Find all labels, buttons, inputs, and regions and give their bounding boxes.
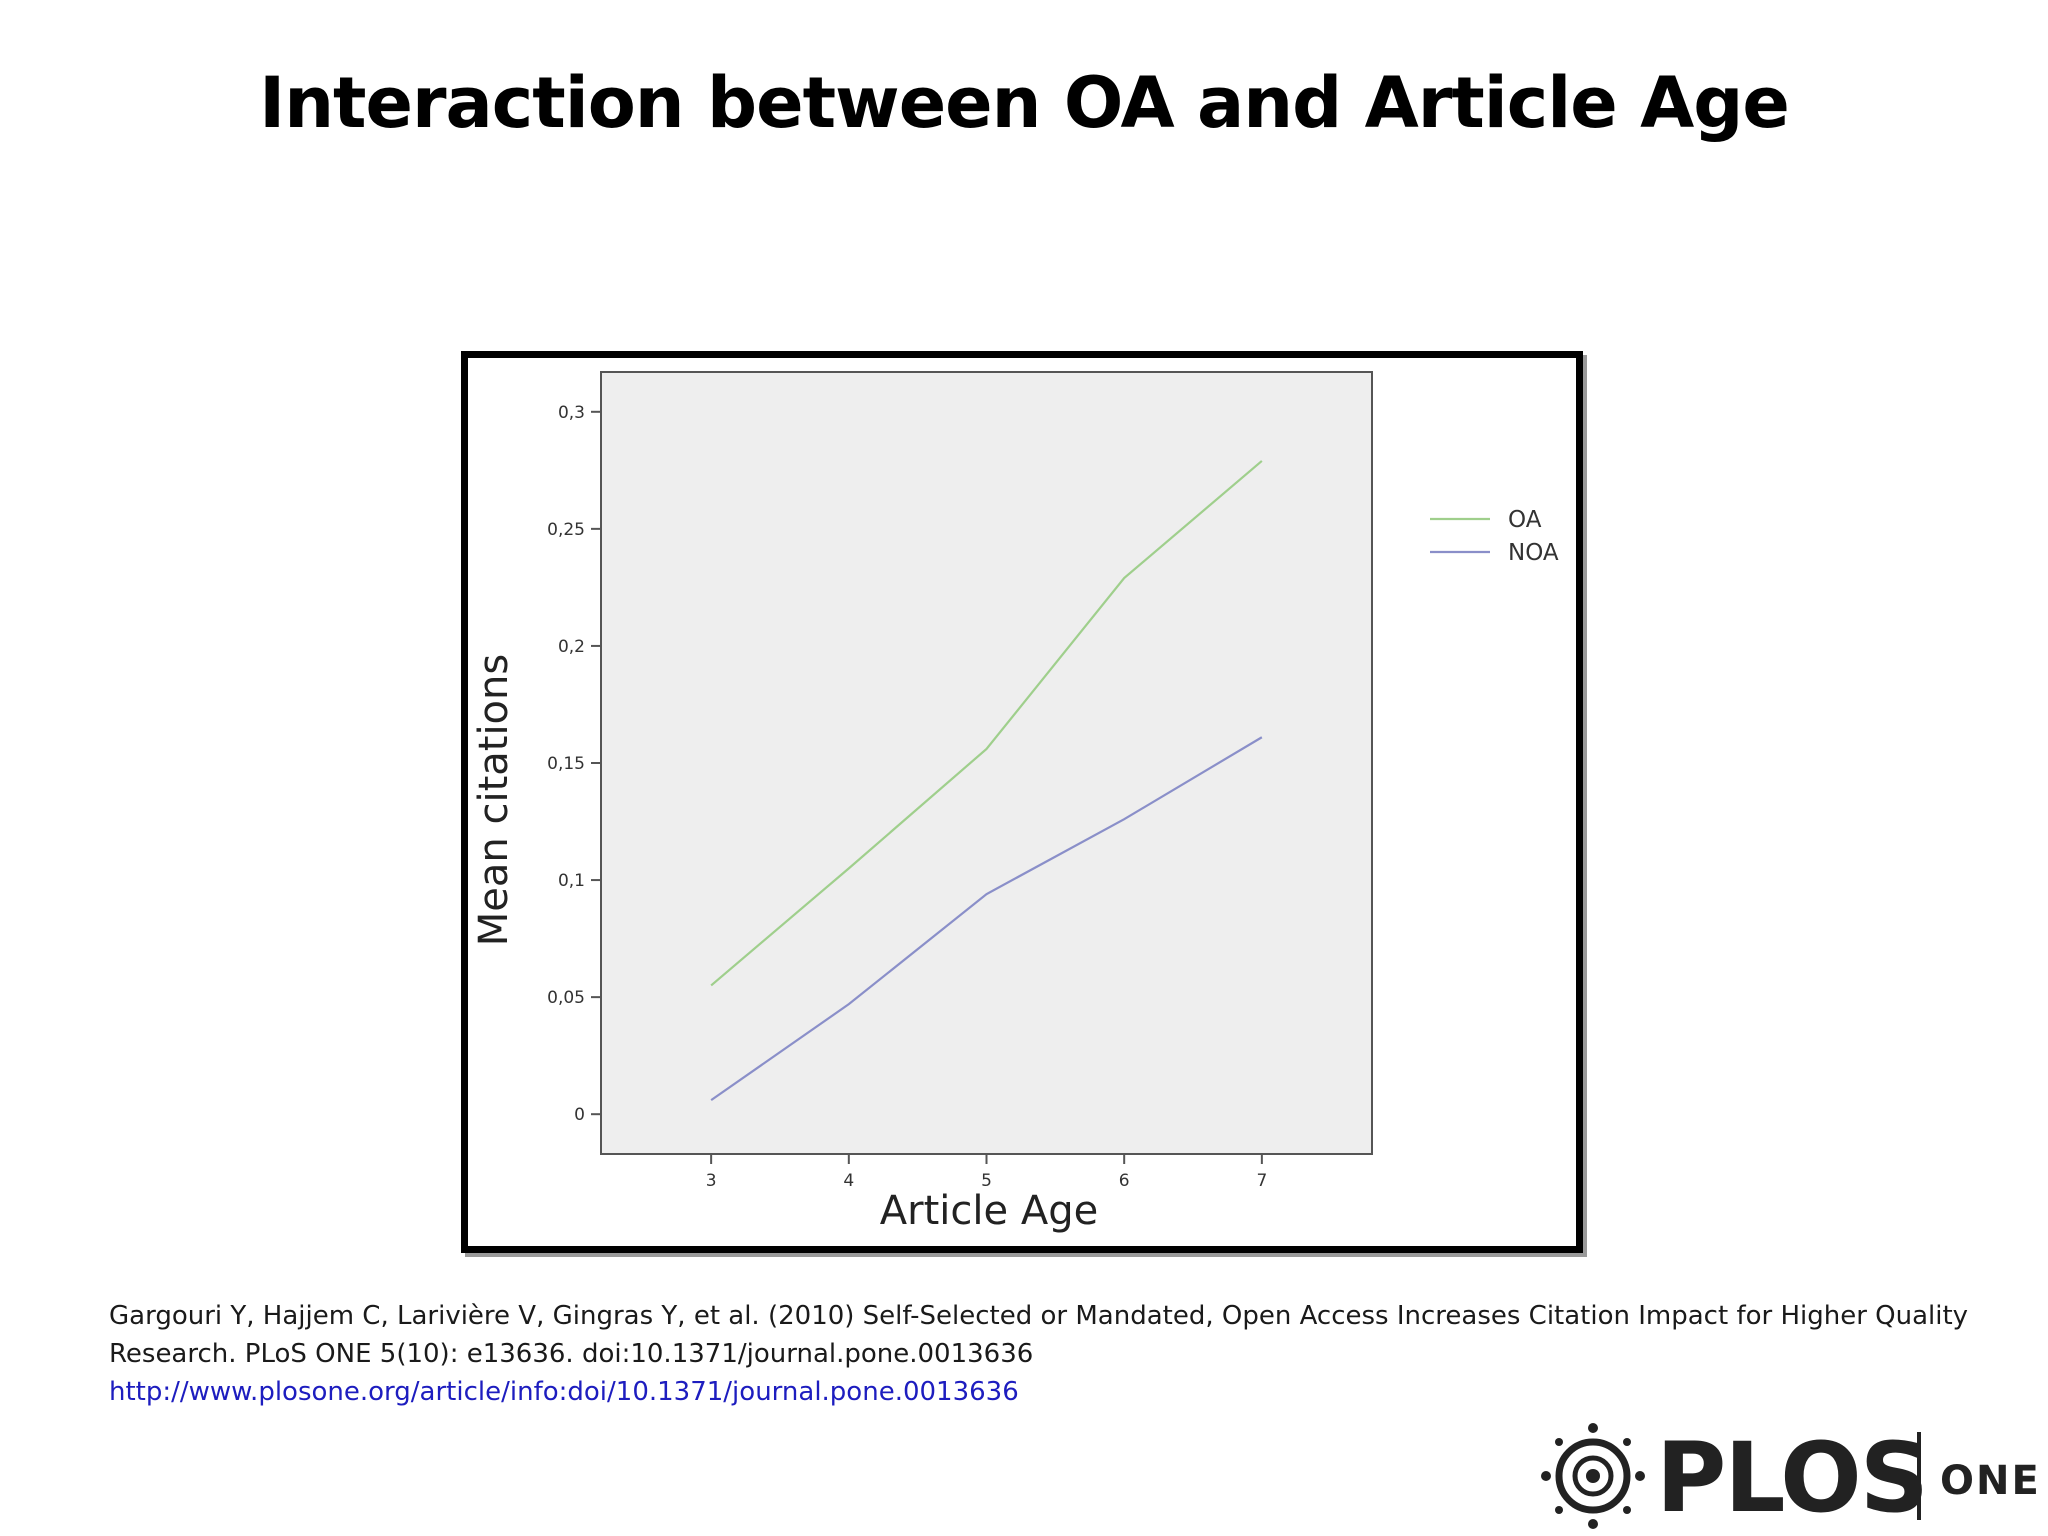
legend-label-noa: NOA <box>1508 540 1559 566</box>
y-axis: 0 0,05 0,1 0,15 0,2 0,25 0,3 <box>547 403 601 1125</box>
legend: OA NOA <box>1430 507 1559 566</box>
citation-line-1: Gargouri Y, Hajjem C, Larivière V, Gingr… <box>109 1301 1969 1331</box>
y-tick-label: 0,15 <box>547 754 585 774</box>
y-tick-label: 0,05 <box>547 988 585 1008</box>
series-line-noa <box>710 736 1263 1102</box>
plot-area <box>600 371 1373 1155</box>
citation: Gargouri Y, Hajjem C, Larivière V, Gingr… <box>109 1297 1989 1411</box>
y-axis-label: Mean citations <box>471 654 517 946</box>
y-tick-label: 0,1 <box>558 871 585 891</box>
series-lines <box>710 460 1263 1102</box>
y-tick-label: 0,3 <box>558 403 585 423</box>
y-tick-label: 0 <box>574 1105 585 1125</box>
x-tick-label: 4 <box>843 1171 854 1191</box>
x-tick-label: 6 <box>1119 1171 1130 1191</box>
x-axis-label: Article Age <box>880 1188 1098 1234</box>
series-line-oa <box>710 460 1263 987</box>
line-chart: 0 0,05 0,1 0,15 0,2 0,25 0,3 3 4 5 6 7 Article Age… <box>471 371 1559 1234</box>
chart-figure: 0 0,05 0,1 0,15 0,2 0,25 0,3 3 4 5 6 7 Article Age… <box>461 351 1583 1253</box>
plos-globe-icon <box>1541 1423 1645 1529</box>
legend-label-oa: OA <box>1508 507 1542 533</box>
y-tick-label: 0,25 <box>547 520 585 540</box>
x-tick-label: 5 <box>981 1171 992 1191</box>
citation-line-2: Research. PLoS ONE 5(10): e13636. doi:10… <box>109 1339 1034 1369</box>
x-axis: 3 4 5 6 7 <box>706 1154 1267 1191</box>
slide-title: Interaction between OA and Article Age <box>259 62 1790 144</box>
citation-link[interactable]: http://www.plosone.org/article/info:doi/… <box>109 1377 1019 1407</box>
y-tick-label: 0,2 <box>558 637 585 657</box>
plos-one-logo: PLOS ONE <box>1538 1414 2048 1536</box>
logo-wordmark: PLOS <box>1656 1422 1929 1534</box>
x-tick-label: 7 <box>1256 1171 1267 1191</box>
x-tick-label: 3 <box>706 1171 717 1191</box>
logo-subtitle: ONE <box>1940 1458 2041 1504</box>
logo-divider <box>1917 1432 1921 1520</box>
